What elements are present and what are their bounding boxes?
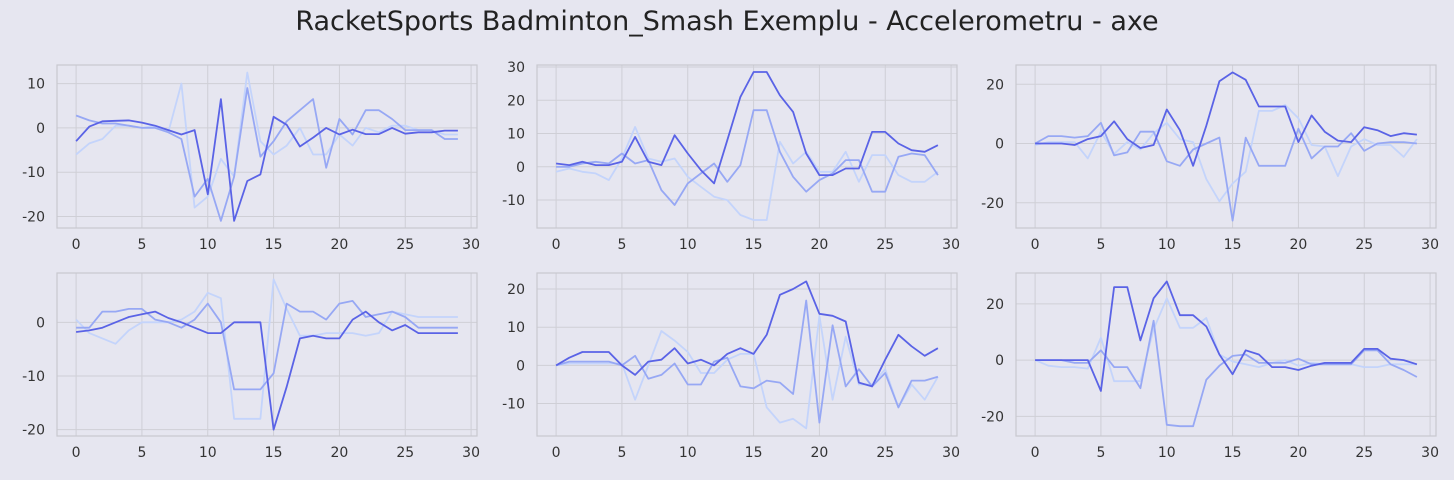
x-tick-label: 15 — [265, 445, 283, 461]
y-tick-label: 0 — [36, 315, 45, 331]
x-tick-label: 15 — [745, 445, 763, 461]
x-tick-label: 10 — [199, 237, 217, 253]
x-tick-label: 5 — [137, 237, 146, 253]
y-tick-label: -20 — [22, 423, 45, 439]
series-line-3 — [1034, 297, 1417, 383]
x-tick-label: 10 — [199, 445, 217, 461]
x-tick-label: 30 — [1421, 237, 1439, 253]
y-tick-label: 20 — [986, 77, 1004, 93]
subplot-1: 0 5 10 15 20 25 30 10 0 -10 -20 — [22, 64, 480, 253]
x-tick-label: 15 — [1224, 445, 1242, 461]
x-tick-label: 10 — [679, 237, 697, 253]
x-tick-label: 0 — [72, 445, 81, 461]
y-tick-label: -10 — [22, 165, 45, 181]
subplot-2: 0 5 10 15 20 25 30 30 20 10 0 -10 — [502, 60, 960, 253]
x-tick-label: 0 — [1031, 445, 1040, 461]
x-tick-label: 30 — [462, 445, 480, 461]
axes-frame — [1015, 64, 1437, 229]
axes-frame — [56, 272, 478, 437]
x-tick-label: 20 — [330, 237, 348, 253]
x-tick-label: 20 — [810, 445, 828, 461]
x-tick-label: 5 — [617, 237, 626, 253]
y-tick-label: 10 — [507, 320, 525, 336]
subplot-5: 0 5 10 15 20 25 30 20 10 0 -10 — [502, 272, 960, 461]
x-tick-label: 30 — [942, 237, 960, 253]
x-tick-label: 5 — [1096, 237, 1105, 253]
y-tick-label: -10 — [502, 193, 525, 209]
axes-frame — [1015, 272, 1437, 437]
x-tick-label: 25 — [396, 445, 414, 461]
y-tick-label: -20 — [981, 409, 1004, 425]
y-tick-label: -20 — [981, 196, 1004, 212]
axes-frame — [536, 272, 958, 437]
x-tick-label: 20 — [330, 445, 348, 461]
y-tick-label: 20 — [507, 93, 525, 109]
y-tick-label: 0 — [995, 353, 1004, 369]
y-tick-label: 20 — [507, 282, 525, 298]
y-tick-label: -10 — [22, 369, 45, 385]
x-tick-label: 10 — [1158, 237, 1176, 253]
axes-frame — [536, 64, 958, 229]
y-tick-label: 30 — [507, 60, 525, 76]
figure-title: RacketSports Badminton_Smash Exemplu - A… — [295, 6, 1158, 37]
series-line-1 — [555, 280, 939, 388]
x-tick-label: 20 — [1289, 237, 1307, 253]
series-line-2 — [556, 109, 939, 206]
subplot-3: 0 5 10 15 20 25 30 20 0 -20 — [981, 64, 1439, 253]
series-line-2 — [1035, 319, 1418, 428]
x-tick-label: 5 — [137, 445, 146, 461]
x-tick-label: 0 — [72, 237, 81, 253]
x-tick-label: 15 — [745, 237, 763, 253]
x-tick-label: 20 — [810, 237, 828, 253]
x-tick-label: 15 — [265, 237, 283, 253]
x-tick-label: 25 — [876, 237, 894, 253]
x-tick-label: 30 — [942, 445, 960, 461]
x-tick-label: 25 — [876, 445, 894, 461]
x-tick-label: 25 — [1355, 445, 1373, 461]
subplot-4: 0 5 10 15 20 25 30 0 -10 -20 — [22, 272, 480, 461]
y-tick-label: 0 — [995, 137, 1004, 153]
x-tick-label: 0 — [552, 237, 561, 253]
y-tick-label: 0 — [516, 160, 525, 176]
x-tick-label: 25 — [396, 237, 414, 253]
y-tick-label: 10 — [507, 127, 525, 143]
x-tick-label: 25 — [1355, 237, 1373, 253]
series-line-2 — [555, 299, 939, 424]
x-tick-label: 5 — [1096, 445, 1105, 461]
x-tick-label: 15 — [1224, 237, 1242, 253]
y-tick-label: 10 — [27, 77, 45, 93]
y-tick-label: 0 — [36, 121, 45, 137]
x-tick-label: 30 — [1421, 445, 1439, 461]
y-tick-label: -10 — [502, 397, 525, 413]
x-tick-label: 0 — [552, 445, 561, 461]
x-tick-label: 5 — [617, 445, 626, 461]
series-line-1 — [1035, 71, 1417, 167]
y-tick-label: 0 — [516, 358, 525, 374]
x-tick-label: 30 — [462, 237, 480, 253]
subplot-6: 0 5 10 15 20 25 30 20 0 -20 — [981, 272, 1439, 461]
x-tick-label: 10 — [1158, 445, 1176, 461]
axes-frame — [56, 64, 478, 229]
series-line-2 — [1034, 121, 1417, 222]
x-tick-label: 0 — [1031, 237, 1040, 253]
x-tick-label: 20 — [1289, 445, 1307, 461]
y-tick-label: 20 — [986, 297, 1004, 313]
series-line-1 — [75, 310, 458, 431]
y-tick-label: -20 — [22, 209, 45, 225]
series-line-1 — [1035, 280, 1418, 392]
x-tick-label: 10 — [679, 445, 697, 461]
series-line-1 — [555, 71, 939, 185]
series-line-1 — [75, 98, 458, 222]
